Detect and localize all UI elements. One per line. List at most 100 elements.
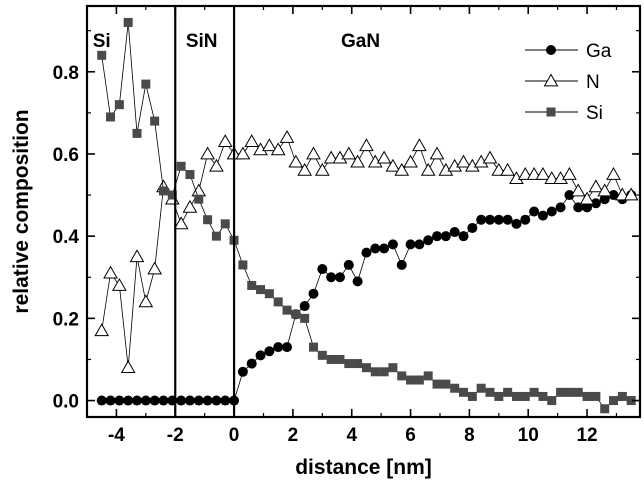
series-ga-point (361, 247, 372, 258)
legend-swatch-marker (543, 73, 559, 87)
series-si-point (494, 391, 504, 401)
y-tick-label: 0.4 (53, 227, 80, 248)
series-si (97, 17, 636, 414)
series-si-point (476, 383, 486, 393)
series-si-point (308, 342, 318, 352)
series-n-point (359, 138, 374, 152)
series-ga-point (440, 231, 451, 242)
series-si-point (600, 404, 610, 414)
series-ga-point (317, 264, 328, 275)
series-si-point (123, 17, 133, 27)
series-n-point (606, 167, 621, 180)
series-si-point (520, 391, 530, 401)
series-n-point (491, 162, 507, 176)
series-ga-point (158, 395, 169, 406)
series-ga-point (502, 214, 513, 225)
x-axis-title: distance [nm] (295, 456, 432, 479)
series-si-point (194, 194, 204, 204)
series-ga-point (396, 259, 407, 270)
series-ga-point (96, 395, 107, 406)
series-ga-point (608, 190, 619, 201)
series-si-point (529, 387, 539, 397)
series-n-point (200, 146, 215, 160)
legend: Ga N Si (525, 41, 612, 124)
series-ga-point (529, 206, 540, 217)
series-si-point (388, 363, 398, 373)
series-si-point (547, 396, 557, 406)
series-si-point (344, 359, 354, 369)
series-ga-point (467, 222, 478, 233)
series-si-point (256, 285, 266, 295)
series-ga-point (211, 395, 222, 406)
series-ga-point (105, 395, 116, 406)
legend-swatch-marker (546, 45, 556, 55)
series-si-point (370, 367, 380, 377)
series-si-point (238, 260, 248, 270)
series-si-point (423, 371, 433, 381)
series-ga-point (140, 395, 151, 406)
series-ga-point (537, 210, 548, 221)
series-si-point (264, 289, 274, 299)
x-tick-label: 4 (346, 425, 357, 446)
y-axis-title: relative composition (10, 109, 33, 313)
series-ga-point (387, 239, 398, 250)
series-si-point (150, 116, 160, 126)
series-ga-point (511, 218, 522, 229)
series-ga-point (176, 395, 187, 406)
series-ga-point (123, 395, 134, 406)
series-n-point (314, 162, 330, 176)
series-si-point (300, 313, 310, 323)
series-n-point (244, 134, 260, 148)
series-si-point (291, 309, 301, 319)
series-n-point (500, 162, 515, 176)
series-n-point (579, 191, 595, 205)
series-n-point (94, 323, 110, 337)
series-ga-point (449, 227, 460, 238)
series-n-point (147, 261, 163, 275)
series-n-point (341, 146, 357, 160)
series-si-point (273, 297, 283, 307)
series-si-point (335, 354, 345, 364)
series-ga-point (220, 395, 231, 406)
series-n-point (412, 138, 427, 152)
series-ga-point (414, 239, 425, 250)
y-tick-label: 0.6 (53, 145, 79, 166)
series-si-point (503, 387, 513, 397)
series-ga-point (582, 202, 593, 213)
x-tick-label: 2 (288, 425, 299, 446)
series-si-point (106, 112, 116, 122)
series-n-point (217, 134, 233, 148)
series-si-point (176, 161, 186, 171)
series-ga-point (255, 350, 266, 361)
series-ga-point (246, 358, 257, 369)
series-n-point (403, 154, 418, 168)
series-n-point (394, 162, 410, 176)
series-si-point (573, 387, 583, 397)
series-ga-point (343, 259, 354, 270)
legend-label-ga: Ga (586, 41, 612, 62)
series-si-point (538, 391, 548, 401)
series-n-point (544, 171, 560, 184)
series-n-point (562, 167, 577, 180)
legend-swatch-marker (546, 107, 556, 117)
legend-label-si: Si (586, 103, 603, 124)
series-si-point (97, 50, 107, 60)
series-n-point (597, 183, 613, 197)
series-si-point (609, 396, 619, 406)
series-ga-point (573, 202, 584, 213)
series-si-point (582, 391, 592, 401)
series-si-point (564, 387, 574, 397)
region-label-sin: SiN (186, 31, 218, 52)
series-ga-point (184, 395, 195, 406)
series-si-point (591, 391, 601, 401)
series-ga-point (599, 194, 610, 205)
series-ga-point (237, 366, 248, 377)
series-si-point (432, 379, 442, 389)
series-si-point (441, 379, 451, 389)
x-tick-label: 0 (229, 425, 240, 446)
series-n-point (111, 277, 127, 291)
series-n-point (182, 199, 198, 213)
series-ga-point (273, 342, 284, 353)
plot-frame (85, 4, 642, 419)
